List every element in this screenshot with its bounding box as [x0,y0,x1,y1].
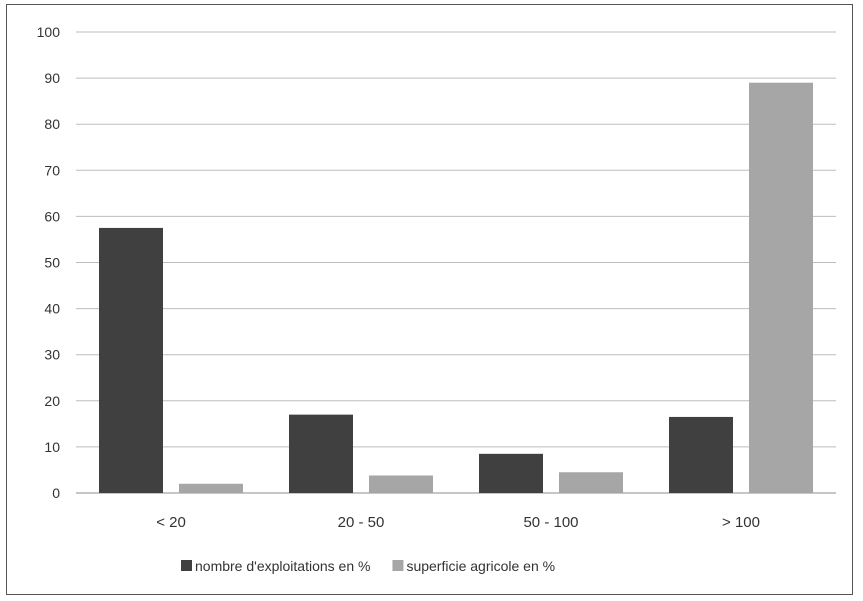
y-tick-label: 50 [44,255,60,271]
y-tick-label: 30 [44,347,60,363]
y-tick-label: 80 [44,116,60,132]
legend-label-1: superficie agricole en % [406,558,555,574]
y-tick-label: 0 [52,485,60,501]
y-tick-label: 90 [44,70,60,86]
x-category-label: < 20 [156,514,186,531]
bar-superficie-3 [749,82,813,494]
y-tick-label: 70 [44,162,60,178]
legend-label-0: nombre d'exploitations en % [195,558,370,574]
y-tick-label: 20 [44,393,60,409]
y-tick-label: 40 [44,301,60,317]
bar-exploitations-2 [479,453,543,493]
y-axis-tick-labels: 0 10 20 30 40 50 60 70 80 90 100 [37,24,61,501]
bar-superficie-0 [179,483,243,493]
y-tick-label: 100 [37,24,61,40]
legend-swatch-1 [392,560,404,571]
bars [99,82,813,494]
bar-superficie-1 [369,475,433,493]
legend: nombre d'exploitations en % superficie ag… [181,558,555,574]
bar-exploitations-1 [289,414,353,493]
legend-swatch-0 [181,560,192,571]
x-category-label: 50 - 100 [523,514,578,531]
y-tick-label: 60 [44,208,60,224]
x-category-label: 20 - 50 [338,514,385,531]
x-axis-category-labels: < 20 20 - 50 50 - 100 > 100 [156,514,760,531]
bar-exploitations-0 [99,227,163,494]
bar-exploitations-3 [669,416,733,493]
bar-superficie-2 [559,472,623,493]
x-category-label: > 100 [722,514,760,531]
y-tick-label: 10 [44,439,60,455]
